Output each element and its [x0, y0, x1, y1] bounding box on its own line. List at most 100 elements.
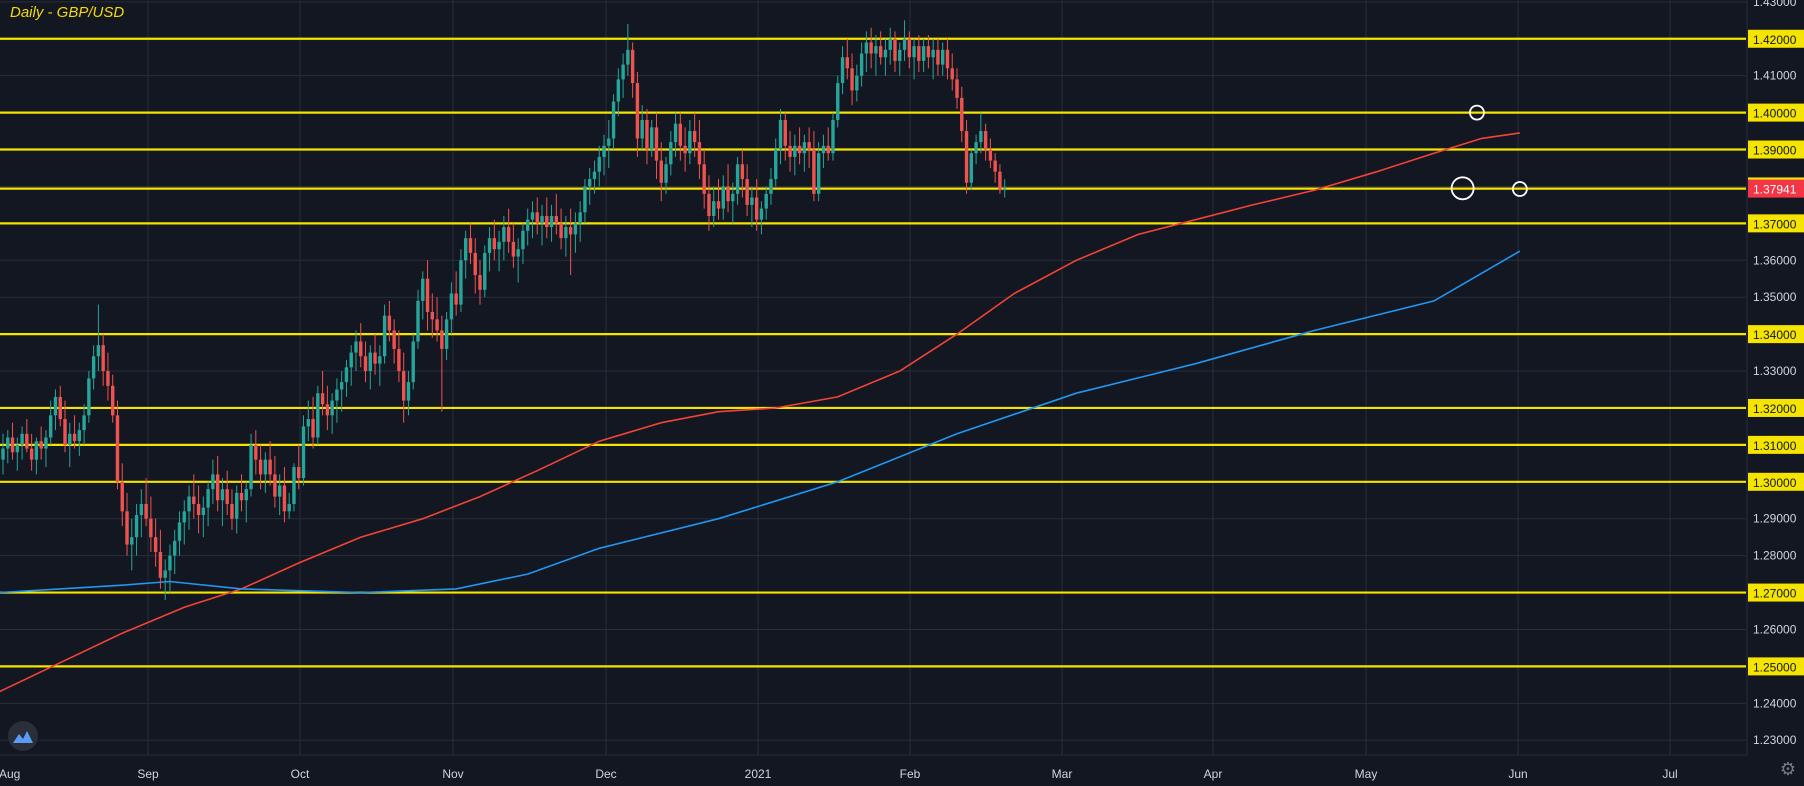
candle-body [979, 131, 983, 143]
level-price-badge-12 [1748, 398, 1804, 417]
candle-body [578, 212, 582, 224]
candle-body [888, 38, 892, 50]
current-price-badge [1748, 179, 1804, 198]
candle-body [230, 503, 234, 519]
candle-body [325, 404, 330, 416]
level-price-badge-10 [1748, 325, 1804, 344]
candle-body [301, 426, 306, 479]
candle-body [592, 171, 597, 180]
candle-body [540, 215, 544, 224]
candle-body [549, 215, 554, 228]
candle-body [826, 145, 830, 154]
candle-body [950, 68, 954, 80]
candle-body [354, 341, 358, 353]
candle-body [220, 489, 225, 501]
level-price-badge-7 [1748, 214, 1804, 233]
candle-body [1003, 188, 1007, 191]
x-tick-label-3: Nov [442, 767, 463, 781]
y-tick-label-10: 1.34000 [1753, 328, 1797, 342]
candle-body [297, 467, 301, 479]
candle-body [44, 437, 48, 449]
candle-body [964, 131, 969, 183]
x-tick-label-1: Sep [137, 767, 159, 781]
candle-body [850, 68, 854, 91]
candle-body [921, 46, 926, 61]
candle-body [869, 42, 873, 54]
candle-body [626, 49, 630, 65]
candle-body [878, 46, 883, 58]
candle-body [859, 53, 864, 76]
candle-body [10, 437, 15, 453]
annotations [1450, 104, 1528, 201]
candle-body [478, 275, 482, 290]
candle-body [917, 46, 921, 61]
candle-body [673, 123, 678, 143]
y-tick-label-7: 1.37000 [1753, 217, 1797, 231]
candle-body [211, 474, 215, 490]
candle-body [440, 330, 444, 349]
moving-averages [0, 132, 1521, 693]
candle-body [535, 212, 539, 224]
x-tick-label-5: 2021 [745, 767, 772, 781]
candle-body [335, 389, 339, 401]
candle-body [173, 540, 177, 556]
candle-body [320, 393, 325, 405]
y-tick-label-18: 1.26000 [1753, 622, 1797, 636]
candle-body [421, 278, 425, 301]
candle-body [611, 101, 616, 139]
y-axis: 1.430001.420001.410001.400001.390001.380… [1746, 0, 1804, 786]
tradingview-logo-icon[interactable] [8, 721, 38, 751]
candle-body [392, 330, 396, 349]
level-price-badge-13 [1748, 435, 1804, 454]
candle-body [168, 555, 172, 571]
candle-body [936, 49, 940, 65]
x-axis: Aug Sep Oct Nov Dec 2021 Feb Mar Apr May Jun Jul [0, 754, 1747, 786]
candle-body [664, 164, 668, 183]
candle-body [311, 419, 315, 438]
candle-body [783, 119, 787, 146]
candle-body [225, 489, 229, 504]
candle-body [82, 415, 86, 431]
x-axis-background [0, 755, 1747, 786]
candle-body [645, 119, 649, 150]
candle-body [144, 503, 148, 519]
candle-body [192, 496, 196, 504]
candle-body [907, 38, 911, 58]
candle-body [153, 537, 158, 552]
y-tick-label-2: 1.41000 [1753, 69, 1797, 83]
y-tick-label-15: 1.29000 [1753, 512, 1797, 526]
candle-body [726, 186, 730, 202]
candle-body [759, 208, 764, 220]
candle-body [373, 352, 377, 364]
candle-body [926, 46, 931, 58]
candle-body [840, 57, 845, 84]
candle-body [330, 400, 334, 416]
candlesticks [1, 20, 1007, 600]
y-tick-label-19: 1.25000 [1753, 660, 1797, 674]
gear-icon[interactable]: ⚙ [1779, 759, 1796, 780]
candle-body [344, 367, 349, 383]
candle-body [378, 356, 382, 364]
candle-body [397, 348, 401, 372]
candle-body [564, 227, 568, 239]
candle-body [721, 186, 725, 209]
y-tick-label-12: 1.32000 [1753, 402, 1797, 416]
candle-body [134, 515, 139, 538]
candle-body [845, 57, 849, 69]
candle-body [25, 433, 29, 449]
logo-mountain-icon [13, 731, 33, 743]
candle-body [697, 142, 702, 165]
candle-body [382, 315, 387, 357]
candle-body [187, 496, 191, 512]
candle-body [816, 153, 821, 194]
x-tick-label-8: Apr [1204, 767, 1223, 781]
candle-body [855, 75, 859, 91]
candle-body [177, 522, 182, 541]
candle-body [621, 64, 625, 80]
candle-body [406, 382, 411, 401]
candle-body [106, 371, 110, 386]
moving-average-red [0, 132, 1521, 693]
annotation-circle-0 [1450, 176, 1475, 201]
candle-body [821, 145, 826, 154]
